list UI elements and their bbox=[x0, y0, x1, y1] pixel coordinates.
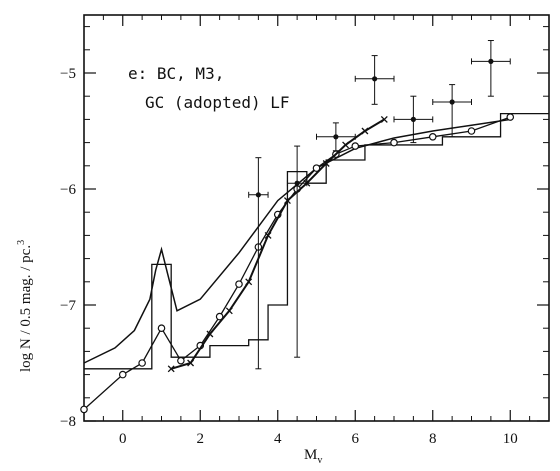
cross-marker bbox=[342, 141, 350, 149]
circle-marker bbox=[235, 280, 243, 288]
circle-marker bbox=[215, 312, 224, 321]
circle-marker bbox=[428, 133, 437, 141]
filled-data-point bbox=[333, 134, 339, 140]
cross-marker bbox=[264, 231, 272, 239]
filled-data-point bbox=[449, 99, 455, 105]
cross-series-line bbox=[170, 118, 385, 370]
cross-marker bbox=[361, 127, 369, 135]
circle-marker bbox=[157, 324, 166, 333]
filled-data-point bbox=[372, 76, 378, 82]
x-tick-label: 10 bbox=[503, 431, 518, 447]
annotation-line-2: GC (adopted) LF bbox=[145, 93, 290, 112]
y-tick-label: −5 bbox=[60, 66, 76, 82]
circle-marker bbox=[80, 405, 88, 414]
y-tick-label: −6 bbox=[60, 182, 76, 198]
x-tick-label: 8 bbox=[429, 431, 437, 447]
y-axis-label: log N / 0.5 mag. / pc.3 bbox=[16, 240, 34, 372]
circle-marker bbox=[177, 356, 185, 365]
circle-marker bbox=[138, 359, 146, 367]
filled-data-point bbox=[294, 180, 300, 186]
cross-marker bbox=[187, 359, 195, 367]
filled-data-point bbox=[488, 58, 494, 64]
y-tick-label: −7 bbox=[60, 298, 76, 314]
circle-series-line bbox=[83, 116, 511, 410]
annotation-line-1: e: BC, M3, bbox=[128, 64, 224, 83]
axis-ticks: 0 2 4 6 8 10 −8 −7 −6 −5 bbox=[60, 15, 550, 447]
circle-marker bbox=[312, 164, 321, 172]
x-tick-label: 2 bbox=[197, 431, 205, 447]
smooth-model-line bbox=[83, 118, 511, 364]
x-tick-label: 4 bbox=[274, 431, 282, 447]
cross-marker bbox=[225, 307, 233, 315]
x-tick-label: 6 bbox=[352, 431, 360, 447]
cross-marker bbox=[380, 115, 388, 123]
cross-marker bbox=[206, 330, 214, 338]
histogram-step-line bbox=[84, 112, 549, 370]
y-tick-label: −8 bbox=[60, 414, 76, 430]
cross-marker bbox=[322, 160, 330, 167]
series-layer bbox=[80, 40, 549, 414]
cross-marker bbox=[283, 197, 291, 205]
x-tick-label: 0 bbox=[119, 431, 127, 447]
cross-marker bbox=[167, 365, 175, 373]
cross-marker bbox=[245, 278, 253, 286]
filled-data-point bbox=[255, 192, 261, 198]
circle-marker bbox=[506, 113, 515, 121]
x-axis-label: Mv bbox=[304, 447, 322, 466]
circle-marker bbox=[390, 138, 398, 147]
circle-marker bbox=[467, 127, 476, 135]
circle-marker bbox=[351, 142, 360, 150]
circle-marker bbox=[118, 370, 127, 379]
filled-data-point bbox=[410, 116, 416, 122]
